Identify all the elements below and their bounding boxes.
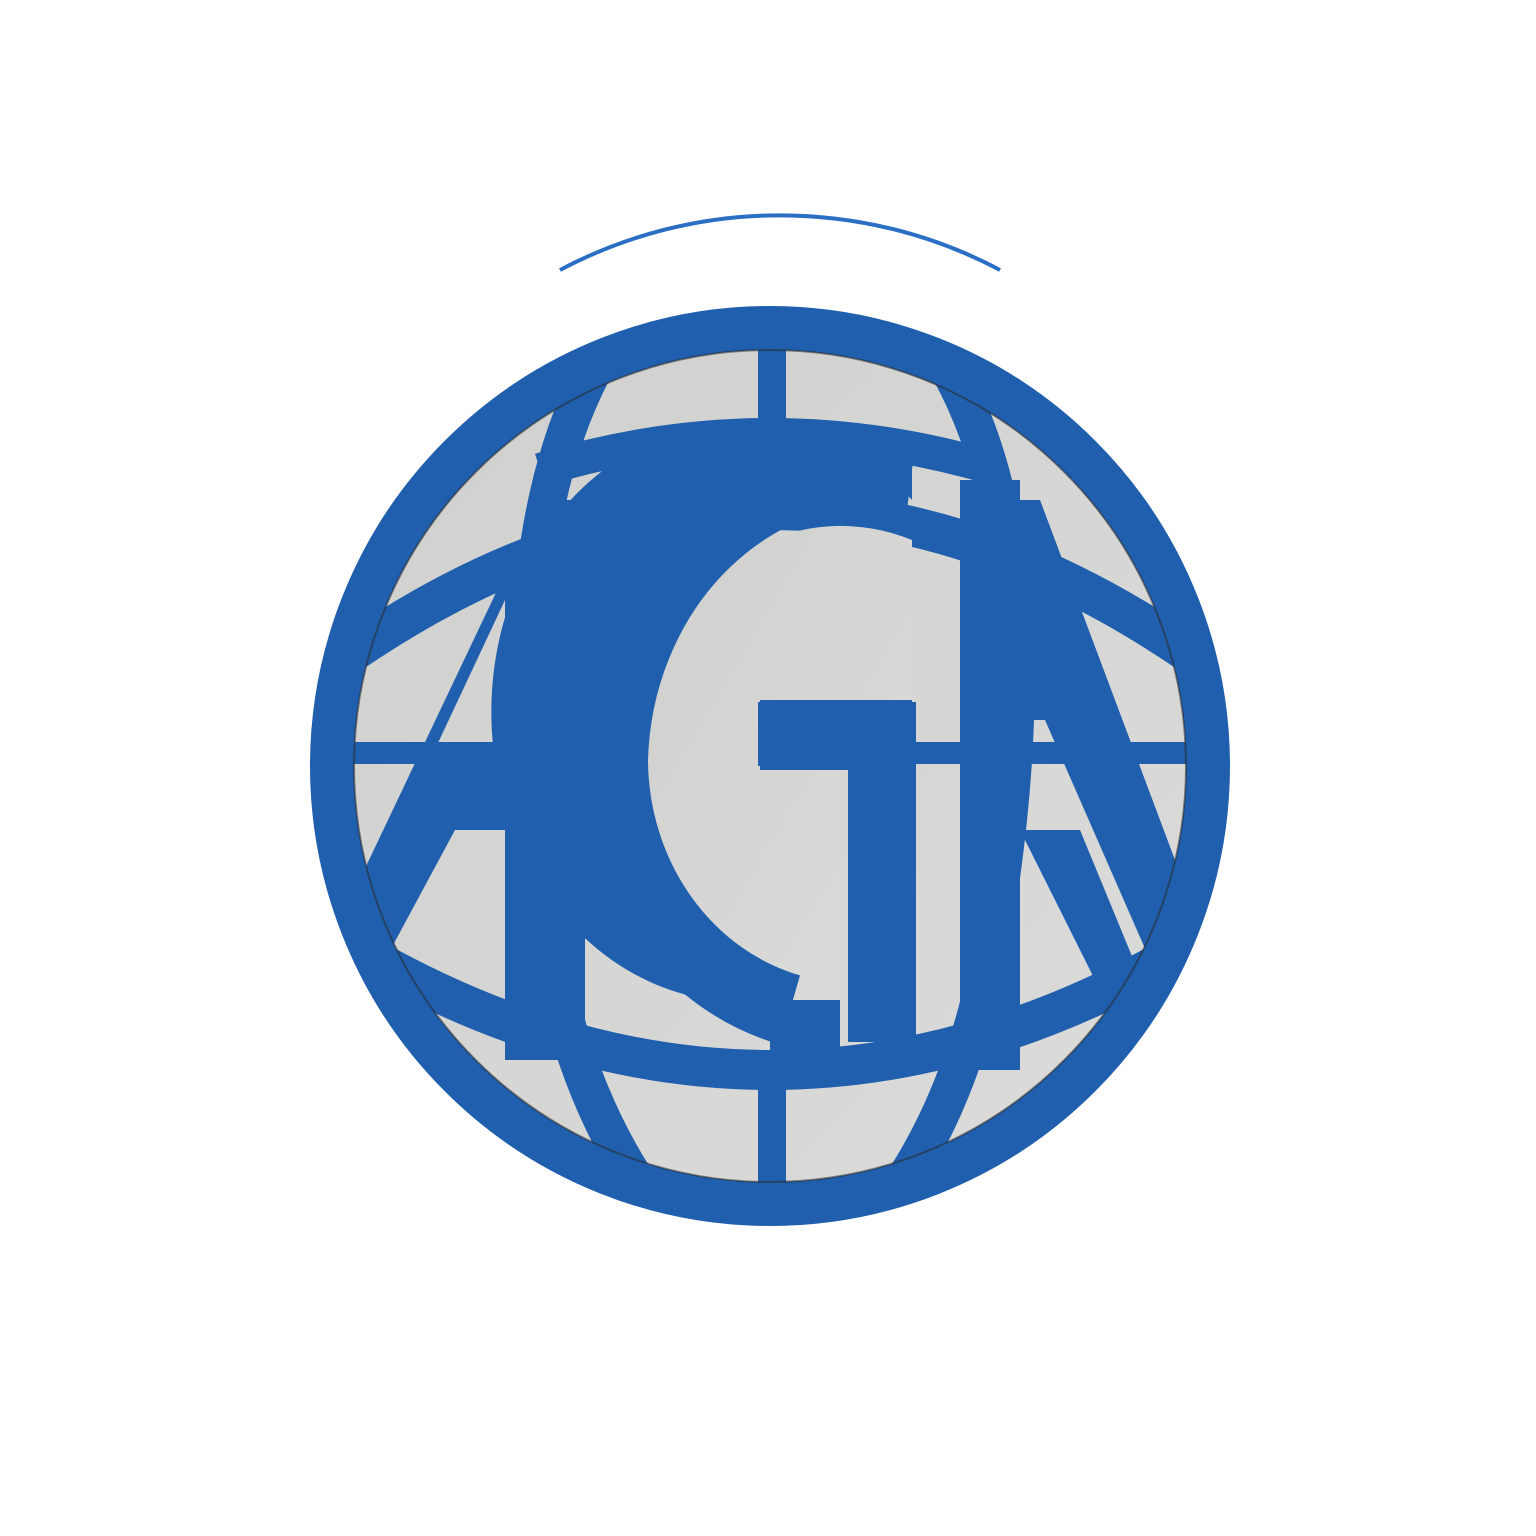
inner-shadow-ring [353,349,1187,1183]
letter-g-counter [628,525,912,1000]
letter-g-spur [848,702,916,1042]
letter-g [491,421,912,1061]
lower-latitude [329,922,1211,1090]
rim-highlight [559,213,1001,272]
letter-a-right-foot [1020,830,1150,1010]
letter-a-right [990,500,1190,960]
letter-g-stroke [575,432,917,1045]
meridian-bottom [758,1070,786,1224]
